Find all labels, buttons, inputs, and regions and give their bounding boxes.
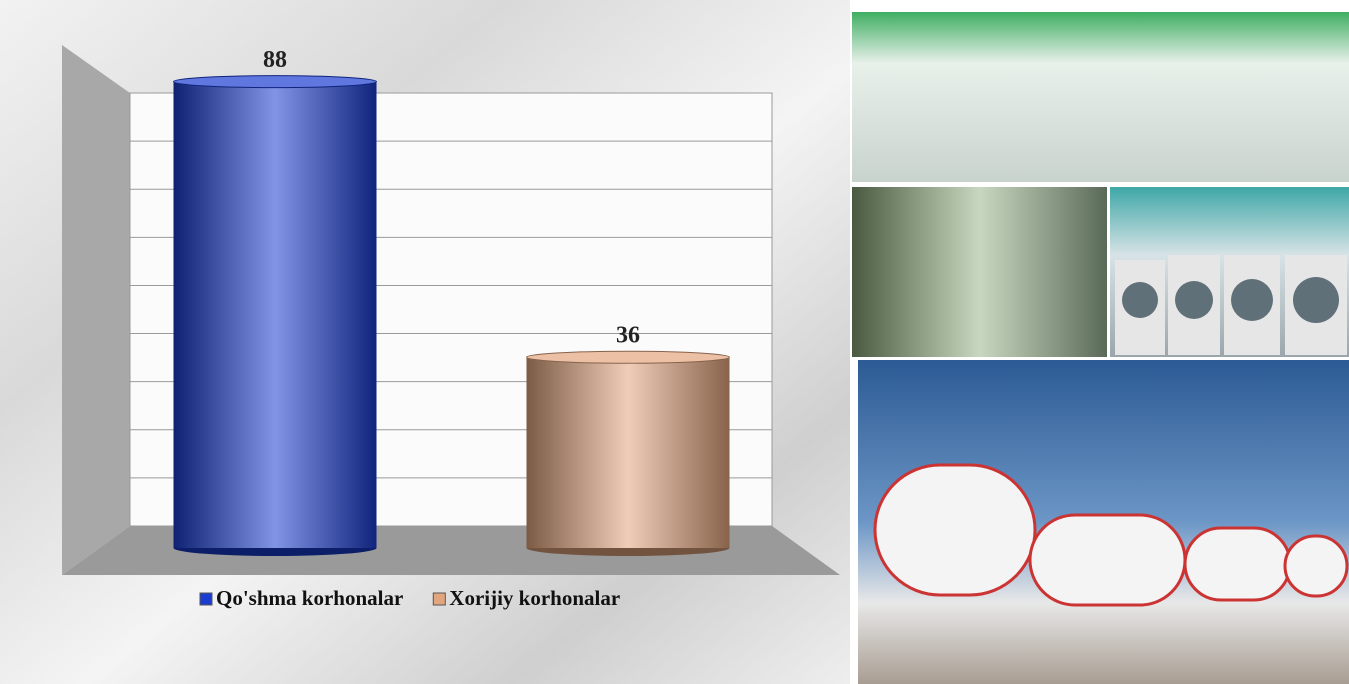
side-wall (62, 45, 130, 575)
legend-label: Xorijiy korhonalar (449, 586, 620, 610)
bar-top (526, 350, 730, 364)
photo-panel (852, 12, 1349, 684)
photo-showroom (852, 12, 1349, 182)
legend-label: Qo'shma korhonalar (216, 586, 403, 610)
legend-swatch (199, 592, 213, 606)
chart: 88 36 Qo'shma korhonalar Xorijiy korhonalar (130, 47, 772, 610)
bar-top (173, 75, 377, 89)
legend-swatch (432, 592, 446, 606)
bar (173, 81, 377, 548)
tanks (873, 463, 1349, 607)
photo-store (852, 187, 1107, 357)
value-label: 88 (263, 47, 287, 73)
washers (1115, 255, 1347, 355)
value-label: 36 (616, 323, 640, 349)
bar (526, 357, 730, 548)
